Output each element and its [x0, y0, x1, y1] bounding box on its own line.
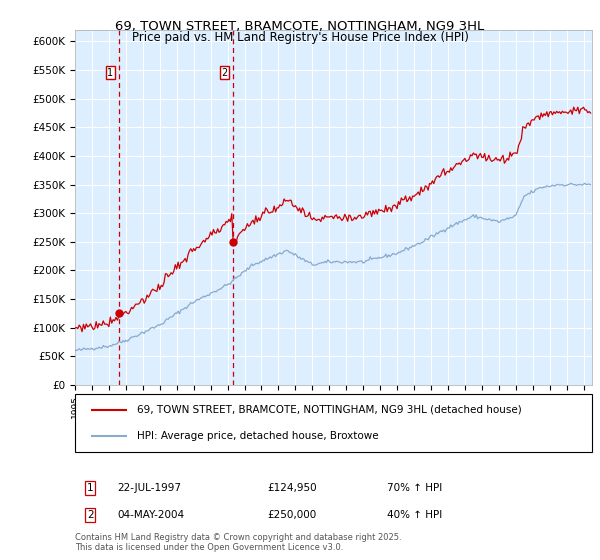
Text: 69, TOWN STREET, BRAMCOTE, NOTTINGHAM, NG9 3HL: 69, TOWN STREET, BRAMCOTE, NOTTINGHAM, N…: [115, 20, 485, 32]
Text: 70% ↑ HPI: 70% ↑ HPI: [387, 483, 442, 493]
Text: 40% ↑ HPI: 40% ↑ HPI: [387, 510, 442, 520]
Text: 22-JUL-1997: 22-JUL-1997: [117, 483, 181, 493]
Text: 1: 1: [107, 68, 113, 78]
Text: 2: 2: [87, 510, 94, 520]
Text: Contains HM Land Registry data © Crown copyright and database right 2025.
This d: Contains HM Land Registry data © Crown c…: [75, 533, 401, 552]
Text: 2: 2: [221, 68, 228, 78]
FancyBboxPatch shape: [75, 394, 592, 452]
Text: 69, TOWN STREET, BRAMCOTE, NOTTINGHAM, NG9 3HL (detached house): 69, TOWN STREET, BRAMCOTE, NOTTINGHAM, N…: [137, 405, 522, 414]
Text: 1: 1: [87, 483, 94, 493]
Text: Price paid vs. HM Land Registry's House Price Index (HPI): Price paid vs. HM Land Registry's House …: [131, 31, 469, 44]
Text: 04-MAY-2004: 04-MAY-2004: [117, 510, 184, 520]
Text: HPI: Average price, detached house, Broxtowe: HPI: Average price, detached house, Brox…: [137, 431, 379, 441]
Text: £250,000: £250,000: [267, 510, 316, 520]
Text: £124,950: £124,950: [267, 483, 317, 493]
